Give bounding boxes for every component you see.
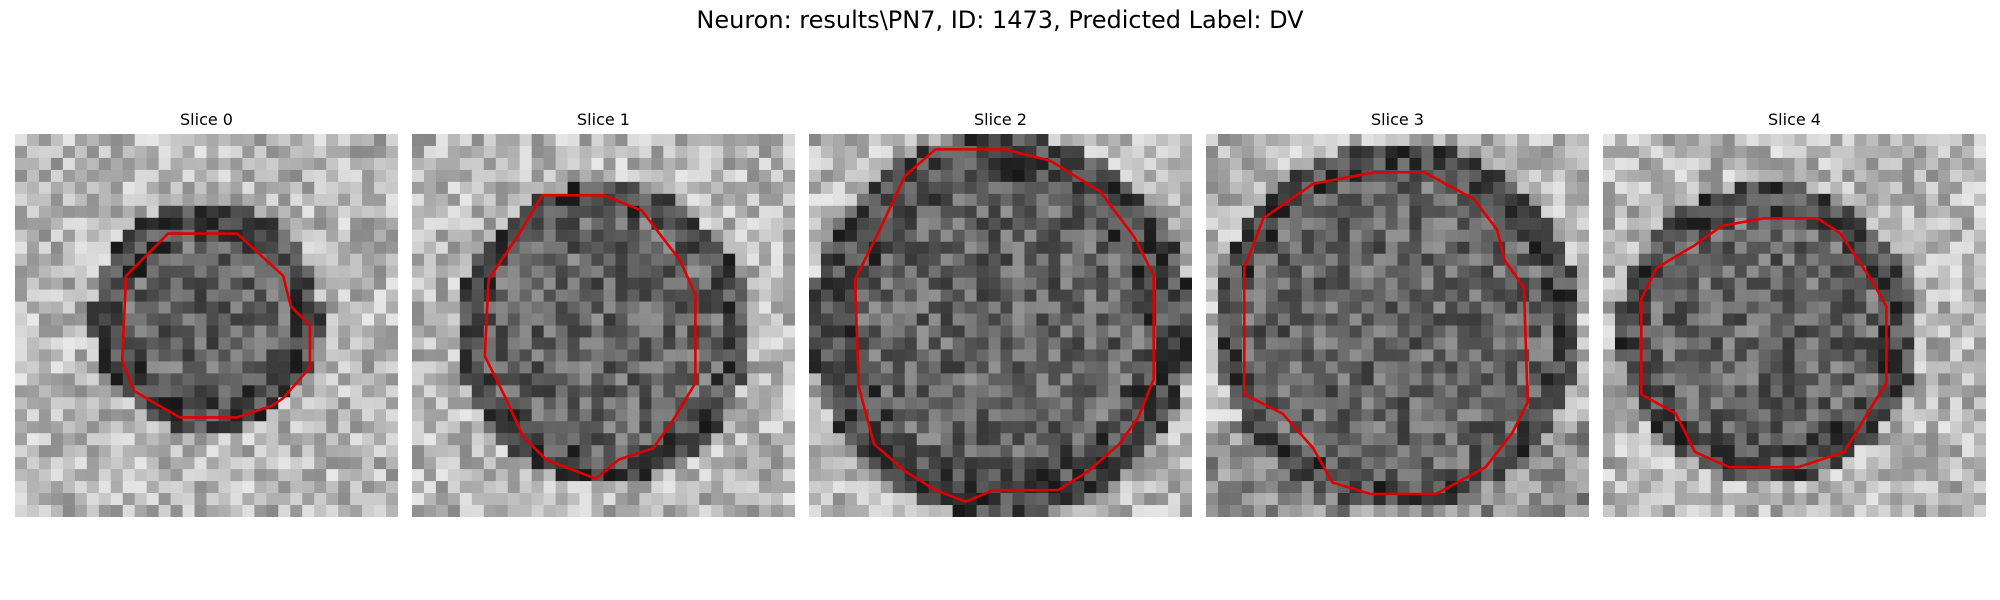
slice-panel-4: Slice 4 [1603, 108, 1986, 517]
slice-title: Slice 4 [1768, 110, 1821, 129]
slice-panel-2: Slice 2 [809, 108, 1192, 517]
slice-image-0 [15, 134, 398, 517]
slice-image-1 [412, 134, 795, 517]
slice-panel-0: Slice 0 [15, 108, 398, 517]
roi-contour [483, 193, 697, 481]
slice-title: Slice 1 [577, 110, 630, 129]
slice-title: Slice 2 [974, 110, 1027, 129]
slice-image-3 [1206, 134, 1589, 517]
roi-contour [1242, 170, 1530, 496]
slice-image-4 [1603, 134, 1986, 517]
roi-contour [1639, 217, 1888, 469]
slice-title: Slice 3 [1371, 110, 1424, 129]
slice-image-2 [809, 134, 1192, 517]
roi-contour [120, 232, 312, 419]
slice-title: Slice 0 [180, 110, 233, 129]
roi-contour [853, 148, 1156, 504]
slice-panel-3: Slice 3 [1206, 108, 1589, 517]
slice-panel-1: Slice 1 [412, 108, 795, 517]
figure-title: Neuron: results\PN7, ID: 1473, Predicted… [696, 6, 1304, 34]
